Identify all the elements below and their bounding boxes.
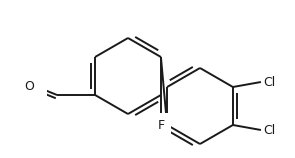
Text: Cl: Cl bbox=[263, 124, 275, 137]
Text: Cl: Cl bbox=[263, 76, 275, 88]
Text: O: O bbox=[24, 80, 34, 94]
Text: F: F bbox=[157, 119, 165, 132]
